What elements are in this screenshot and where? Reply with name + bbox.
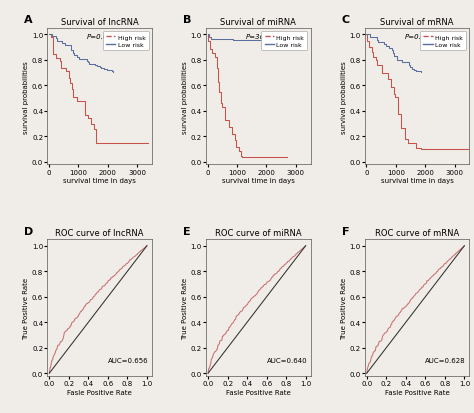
Text: P=3e-05: P=3e-05 (246, 34, 276, 40)
Y-axis label: survival probabilities: survival probabilities (341, 61, 346, 133)
Title: Survival of miRNA: Survival of miRNA (220, 18, 296, 27)
Text: P=0.005: P=0.005 (404, 34, 435, 40)
Y-axis label: survival probabilities: survival probabilities (182, 61, 188, 133)
Title: ROC curve of mRNA: ROC curve of mRNA (375, 229, 459, 237)
Text: P=0.001: P=0.001 (87, 34, 118, 40)
Text: E: E (183, 226, 191, 236)
Y-axis label: True Positive Rate: True Positive Rate (182, 277, 188, 339)
X-axis label: survival time in days: survival time in days (63, 178, 136, 184)
Text: B: B (183, 15, 191, 25)
Text: AUC=0.640: AUC=0.640 (267, 357, 307, 363)
X-axis label: Fasle Positive Rate: Fasle Positive Rate (226, 389, 291, 395)
Y-axis label: True Positive Rate: True Positive Rate (23, 277, 29, 339)
Legend: High risk, Low risk: High risk, Low risk (262, 32, 308, 51)
Legend: High risk, Low risk: High risk, Low risk (103, 32, 149, 51)
Text: A: A (25, 15, 33, 25)
X-axis label: survival time in days: survival time in days (222, 178, 295, 184)
Title: ROC curve of lncRNA: ROC curve of lncRNA (55, 229, 144, 237)
Title: Survival of lncRNA: Survival of lncRNA (61, 18, 138, 27)
X-axis label: survival time in days: survival time in days (381, 178, 454, 184)
Title: ROC curve of miRNA: ROC curve of miRNA (215, 229, 301, 237)
Y-axis label: survival probabilities: survival probabilities (23, 61, 29, 133)
Title: Survival of mRNA: Survival of mRNA (380, 18, 454, 27)
Y-axis label: True Positive Rate: True Positive Rate (341, 277, 346, 339)
Text: AUC=0.628: AUC=0.628 (425, 357, 466, 363)
X-axis label: Fasle Positive Rate: Fasle Positive Rate (67, 389, 132, 395)
Text: F: F (342, 226, 349, 236)
Legend: High risk, Low risk: High risk, Low risk (420, 32, 466, 51)
X-axis label: Fasle Positive Rate: Fasle Positive Rate (385, 389, 449, 395)
Text: D: D (25, 226, 34, 236)
Text: AUC=0.656: AUC=0.656 (108, 357, 148, 363)
Text: C: C (342, 15, 350, 25)
